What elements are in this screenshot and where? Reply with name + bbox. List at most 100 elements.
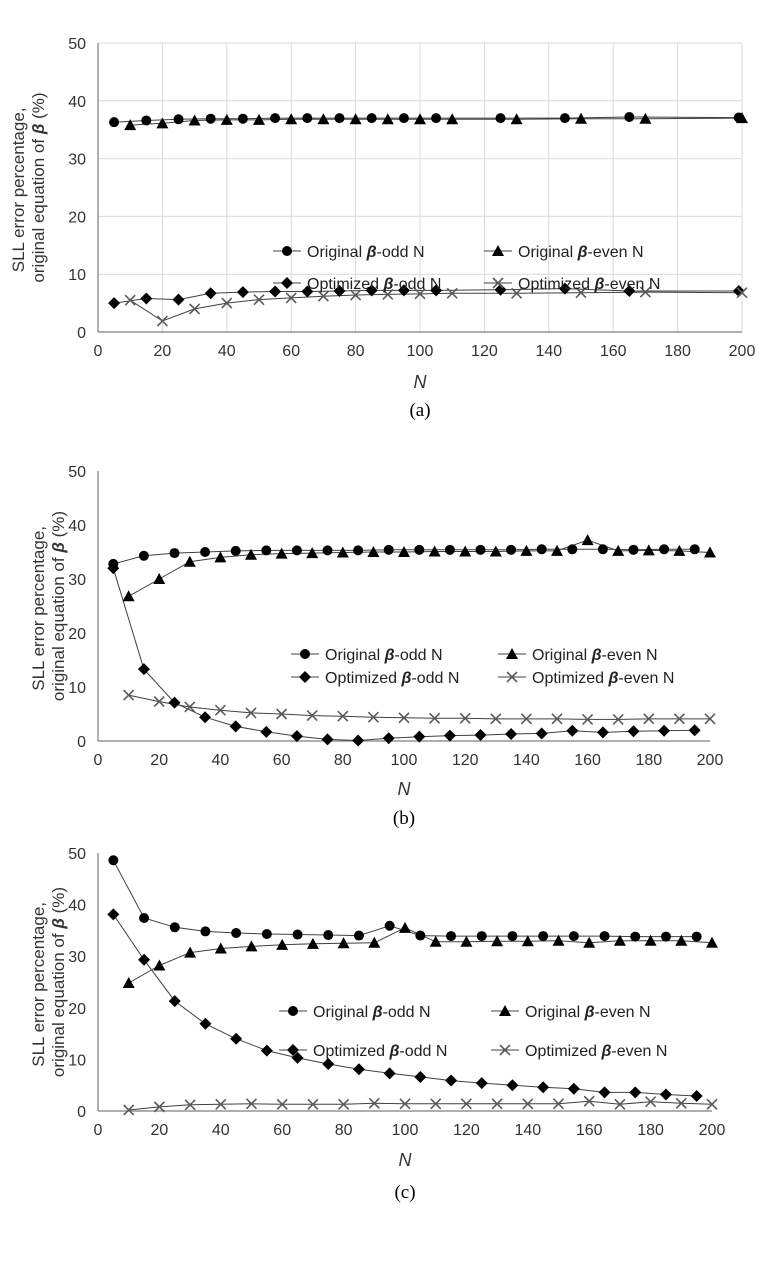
data-point-circle <box>384 920 395 931</box>
data-point-cross <box>337 710 349 722</box>
data-point-cross <box>736 287 748 299</box>
data-point-cross <box>307 1098 319 1110</box>
data-point-triangle <box>153 573 166 584</box>
data-point-diamond <box>505 727 518 740</box>
data-point-circle <box>559 113 570 124</box>
data-point-triangle <box>644 934 657 946</box>
x-tick-label: 160 <box>600 343 627 360</box>
data-point-triangle <box>706 936 718 948</box>
data-point-triangle <box>184 946 197 958</box>
y-axis-title-line1: SLL error percentage, <box>29 902 48 1067</box>
y-tick-label: 40 <box>68 898 86 915</box>
data-point-diamond <box>567 1082 580 1095</box>
data-point-circle <box>568 931 579 942</box>
grid-lines <box>98 42 743 332</box>
data-point-diamond <box>137 663 150 676</box>
data-point-circle <box>366 113 377 124</box>
data-point-diamond <box>333 284 346 297</box>
axes <box>97 471 710 742</box>
y-tick-label: 50 <box>68 36 86 53</box>
data-point-circle <box>169 548 180 559</box>
data-point-cross <box>582 713 594 725</box>
chart-panel-a: 0 20 40 60 80 100 120 140 160 180 200 01020304050 … <box>9 36 755 421</box>
data-point-triangle <box>188 114 201 126</box>
data-point-circle <box>231 927 242 938</box>
data-point-cross <box>583 1095 595 1107</box>
y-tick-label: 10 <box>68 680 86 697</box>
y-tick-label: 40 <box>68 518 86 535</box>
legend-marker-circle <box>282 246 292 256</box>
data-point-triangle <box>520 544 533 556</box>
data-point-cross <box>552 1098 565 1110</box>
data-points <box>108 111 748 327</box>
data-point-diamond <box>199 711 212 724</box>
axes <box>97 853 712 1112</box>
x-tick-label: 200 <box>699 1122 726 1139</box>
data-point-triangle <box>381 113 394 125</box>
data-point-triangle <box>306 937 319 949</box>
data-point-triangle <box>253 113 265 125</box>
legend-marker-cross <box>492 277 504 289</box>
data-point-circle <box>237 113 248 124</box>
chart-panel-b: 0 20 40 60 80 100 120 140 160 180 200 01020304050 … <box>29 464 723 829</box>
data-point-circle <box>261 545 272 556</box>
legend-marker-triangle <box>499 1005 511 1016</box>
data-point-diamond <box>382 732 395 745</box>
data-point-triangle <box>581 534 594 546</box>
data-point-diamond <box>199 1017 212 1030</box>
data-point-circle <box>270 113 281 124</box>
legend-item-original-even: Original β-even N <box>484 244 644 261</box>
data-point-triangle <box>583 936 596 948</box>
y-tick-label: 10 <box>68 1052 86 1069</box>
data-point-cross <box>639 286 651 298</box>
svg-text:Original β-odd N: Original β-odd N <box>325 647 443 664</box>
x-axis-title: N <box>398 779 412 799</box>
data-point-cross <box>338 1098 350 1110</box>
x-tick-label: 140 <box>514 1122 541 1139</box>
data-point-circle <box>446 931 457 942</box>
data-point-triangle <box>220 113 233 125</box>
data-point-cross <box>490 713 502 725</box>
data-point-triangle <box>510 113 523 125</box>
data-point-diamond <box>365 284 378 297</box>
x-tick-label: 200 <box>729 343 756 360</box>
data-point-diamond <box>383 1067 396 1080</box>
data-point-cross <box>306 710 318 722</box>
data-point-diamond <box>413 730 426 743</box>
data-point-circle <box>431 113 442 124</box>
data-point-diamond <box>168 995 181 1008</box>
data-point-cross <box>367 711 379 723</box>
x-tick-label: 200 <box>697 752 724 769</box>
data-point-circle <box>597 544 608 555</box>
data-point-cross <box>704 713 716 725</box>
data-point-triangle <box>336 546 349 558</box>
svg-text:Optimized β-odd N: Optimized β-odd N <box>307 276 441 293</box>
y-tick-label: 30 <box>68 949 86 966</box>
legend-item-original-odd: Original β-odd N <box>279 1004 431 1021</box>
data-point-cross <box>399 1098 411 1110</box>
series-lines <box>112 539 711 742</box>
data-point-circle <box>630 931 641 942</box>
data-point-diamond <box>352 1063 365 1076</box>
data-point-triangle <box>414 113 426 125</box>
data-point-diamond <box>108 297 121 310</box>
data-point-triangle <box>245 940 258 952</box>
x-tick-label: 80 <box>334 752 352 769</box>
data-point-triangle <box>399 921 411 933</box>
data-point-diamond <box>322 1058 335 1071</box>
axes <box>97 43 742 333</box>
svg-text:Original β-even N: Original β-even N <box>532 647 658 664</box>
legend: Original β-odd N Original β-even N Optim… <box>279 1004 667 1060</box>
data-point-circle <box>659 544 670 555</box>
data-point-cross <box>253 294 265 306</box>
y-tick-label: 50 <box>68 846 86 863</box>
svg-text:Original β-odd N: Original β-odd N <box>307 244 425 261</box>
data-point-diamond <box>414 1070 427 1083</box>
data-point-triangle <box>122 590 135 602</box>
data-point-triangle <box>183 555 196 567</box>
x-axis-title: N <box>399 1150 413 1170</box>
x-tick-label: 120 <box>471 343 498 360</box>
data-point-cross <box>156 315 168 327</box>
legend-item-optimized-odd: Optimized β-odd N <box>273 276 441 293</box>
legend-item-original-odd: Original β-odd N <box>273 244 425 261</box>
